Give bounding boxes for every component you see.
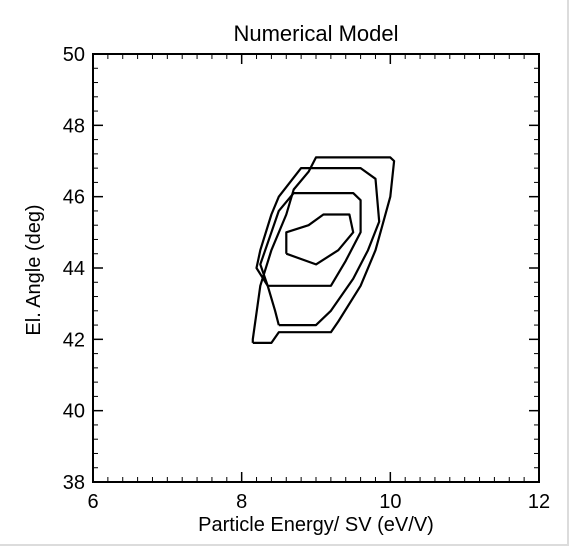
y-tick-label: 40 bbox=[63, 401, 85, 423]
chart-title: Numerical Model bbox=[233, 21, 398, 46]
axis-ticks bbox=[92, 53, 540, 483]
x-tick-label: 8 bbox=[236, 491, 247, 513]
axis-tick-labels: 6 8 10 12 38 40 42 44 46 48 50 bbox=[63, 44, 550, 513]
contour-level-2 bbox=[255, 167, 381, 327]
y-tick-label: 50 bbox=[63, 44, 85, 66]
contour-level-4 bbox=[285, 213, 355, 266]
x-axis-label: Particle Energy/ SV (eV/V) bbox=[198, 514, 434, 536]
x-tick-label: 12 bbox=[528, 491, 550, 513]
x-tick-label: 10 bbox=[379, 491, 401, 513]
y-tick-label: 44 bbox=[63, 258, 85, 280]
y-tick-label: 42 bbox=[63, 329, 85, 351]
y-tick-label: 48 bbox=[63, 115, 85, 137]
contour-level-3 bbox=[259, 192, 362, 287]
plot-area-frame bbox=[92, 53, 540, 483]
y-axis-label: El. Angle (deg) bbox=[23, 204, 45, 335]
contour-lines bbox=[251, 156, 396, 344]
y-tick-label: 38 bbox=[63, 472, 85, 494]
y-tick-label: 46 bbox=[63, 187, 85, 209]
x-tick-label: 6 bbox=[87, 491, 98, 513]
contour-level-1 bbox=[251, 156, 396, 344]
